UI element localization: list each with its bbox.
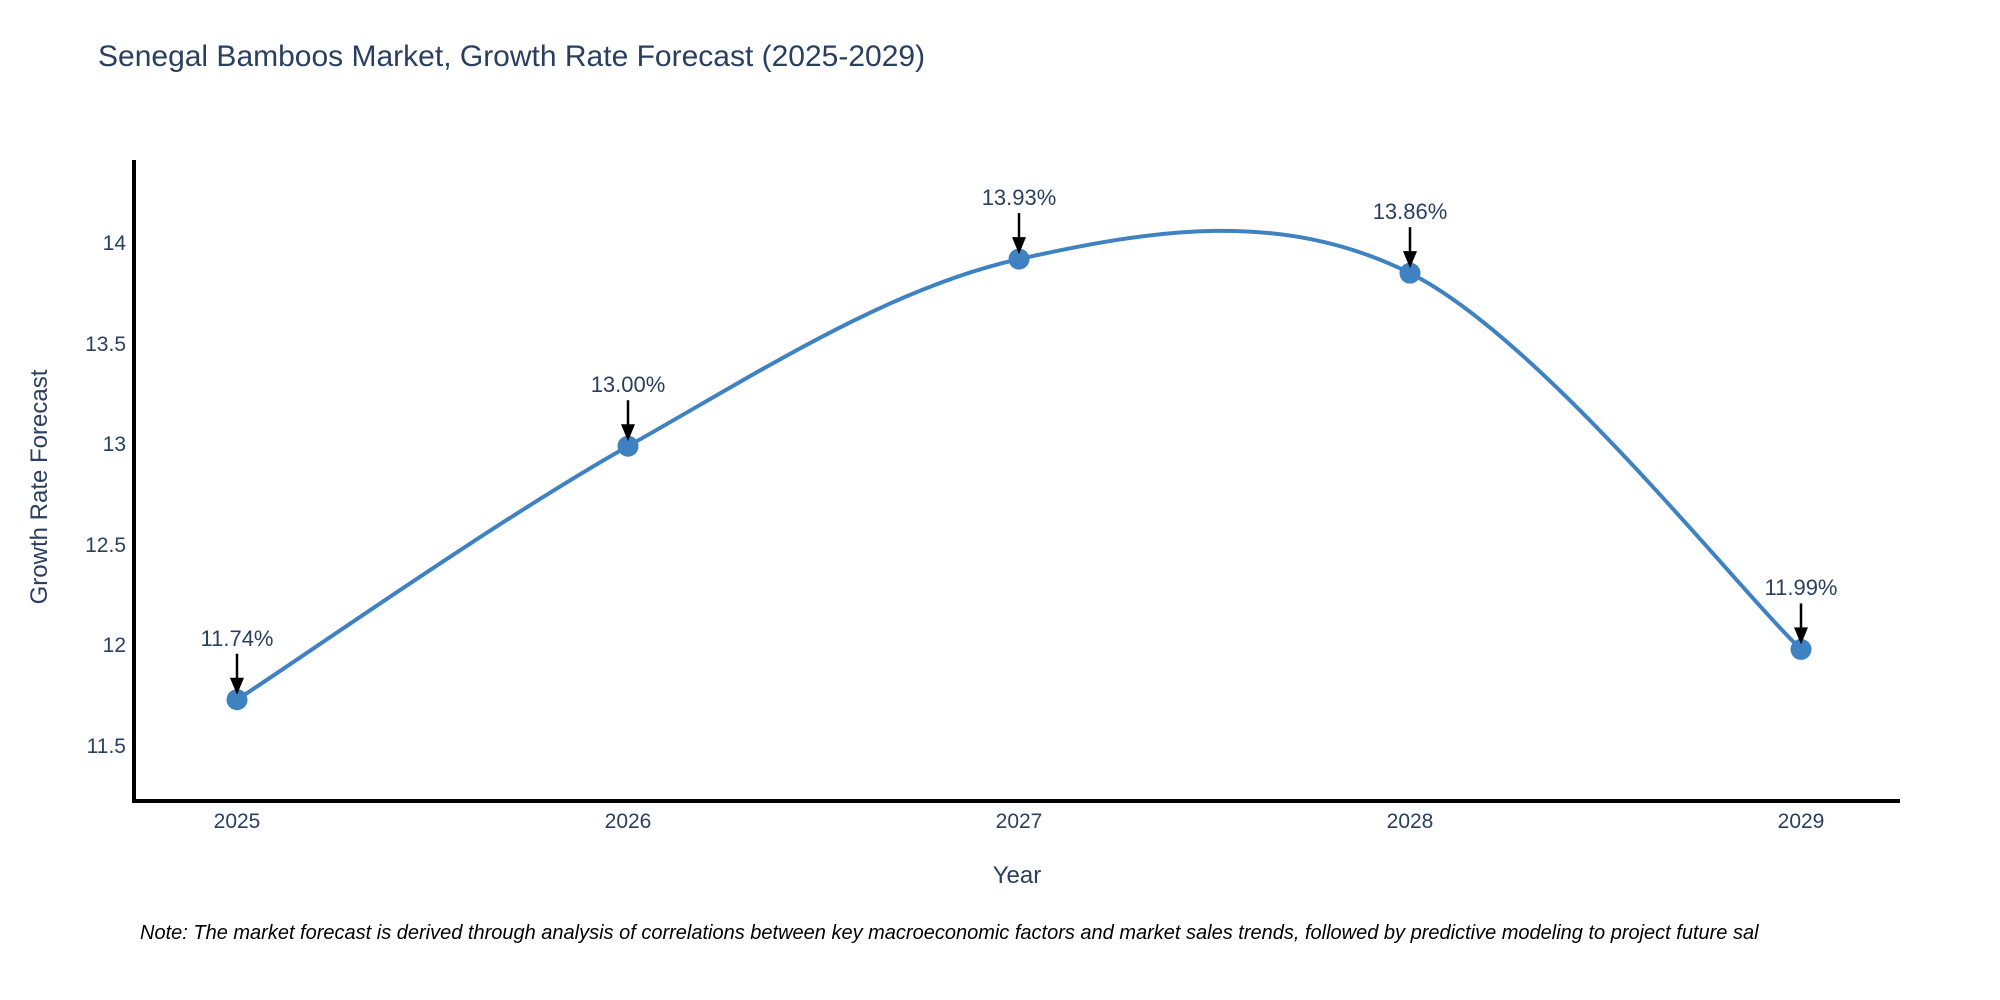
data-point-annotation: 11.74% <box>200 625 274 651</box>
data-point-marker <box>1790 638 1812 660</box>
chart-title: Senegal Bamboos Market, Growth Rate Fore… <box>98 40 926 73</box>
y-tick-label: 13.5 <box>85 332 126 356</box>
x-tick-label: 2028 <box>1386 810 1434 833</box>
annotation-arrowhead <box>1403 251 1417 269</box>
y-axis-title: Growth Rate Forecast <box>26 369 53 605</box>
data-point-annotation: 13.00% <box>590 372 666 398</box>
footnote: Note: The market forecast is derived thr… <box>140 922 1759 944</box>
annotation-arrowhead <box>1012 237 1026 255</box>
data-point-annotation: 11.99% <box>1764 575 1838 601</box>
x-tick-label: 2029 <box>1777 810 1825 833</box>
x-axis-title: Year <box>992 862 1042 889</box>
x-tick-label: 2025 <box>213 810 261 833</box>
data-point-annotation: 13.86% <box>1372 199 1448 225</box>
data-point-marker <box>617 435 639 457</box>
x-tick-label: 2026 <box>604 810 652 833</box>
y-tick-label: 13 <box>102 433 126 457</box>
data-point-marker <box>1008 248 1030 270</box>
annotation-arrowhead <box>621 424 635 442</box>
annotation-arrowhead <box>1794 627 1808 645</box>
data-point-marker <box>226 689 248 711</box>
data-point-annotation: 13.93% <box>981 185 1057 211</box>
y-tick-label: 12 <box>102 634 126 658</box>
y-tick-label: 14 <box>102 232 126 255</box>
y-tick-label: 12.5 <box>85 533 126 557</box>
data-point-marker <box>1399 262 1421 284</box>
x-tick-label: 2027 <box>995 810 1043 833</box>
y-tick-label: 11.5 <box>86 735 126 758</box>
trend-line <box>235 228 1803 702</box>
annotation-arrowhead <box>230 677 244 695</box>
